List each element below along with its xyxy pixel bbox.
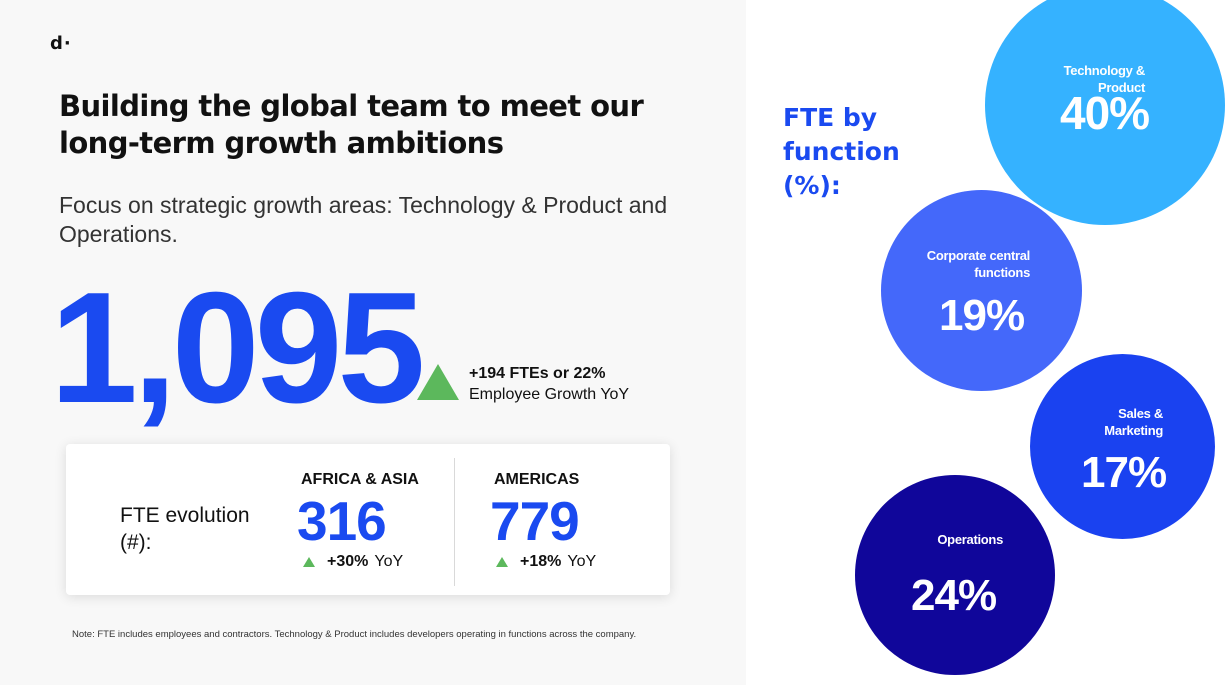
growth-description: Employee Growth YoY [469, 386, 630, 403]
region-name: AMERICAS [494, 471, 580, 488]
region-yoy: +18% YoY [494, 552, 596, 572]
page-subtitle: Focus on strategic growth areas: Technol… [59, 192, 668, 247]
region-value: 779 [490, 490, 580, 552]
growth-up-icon [417, 364, 459, 400]
bubble-percent: 19% [939, 291, 1025, 340]
bubble-label: Operations [937, 532, 1003, 547]
fte-by-function-title: FTE by function (%): [783, 103, 900, 200]
yoy-label: YoY [374, 553, 404, 570]
region-americas: AMERICAS 779 +18% YoY [490, 470, 596, 572]
region-yoy: +30% YoY [301, 552, 419, 572]
growth-up-icon [496, 557, 508, 567]
growth-summary: +194 FTEs or 22% Employee Growth YoY [469, 364, 629, 405]
yoy-percent: +30% [327, 553, 369, 570]
page-title: Building the global team to meet our lon… [59, 89, 644, 160]
bubble-operations: Operations 24% [855, 475, 1055, 675]
bubble-corporate-central-functions: Corporate central functions 19% [881, 190, 1082, 391]
region-africa-asia: AFRICA & ASIA 316 +30% YoY [297, 470, 419, 572]
region-name: AFRICA & ASIA [301, 471, 419, 488]
bubble-label: Corporate central functions [926, 248, 1031, 280]
footnote: Note: FTE includes employees and contrac… [72, 629, 637, 640]
bubble-percent: 24% [911, 571, 997, 620]
bubble-label: Technology & Product [1063, 63, 1146, 95]
bubble-label: Sales & Marketing [1104, 406, 1163, 438]
growth-up-icon [303, 557, 315, 567]
left-panel: d· Building the global team to meet our … [50, 33, 670, 640]
yoy-label: YoY [567, 553, 597, 570]
company-logo: d· [50, 33, 72, 54]
bubble-technology-product: Technology & Product 40% [985, 0, 1225, 225]
fte-evolution-label: FTE evolution (#): [120, 504, 250, 554]
growth-amount: +194 FTEs or 22% [469, 365, 606, 382]
bubble-sales-marketing: Sales & Marketing 17% [1030, 354, 1215, 539]
yoy-percent: +18% [520, 553, 562, 570]
card-divider [454, 458, 455, 586]
region-value: 316 [297, 490, 387, 552]
total-fte-number: 1,095 [50, 260, 425, 436]
bubble-percent: 17% [1081, 448, 1167, 497]
fte-evolution-card: FTE evolution (#): AFRICA & ASIA 316 +30… [66, 444, 670, 595]
bubble-percent: 40% [1060, 87, 1150, 139]
